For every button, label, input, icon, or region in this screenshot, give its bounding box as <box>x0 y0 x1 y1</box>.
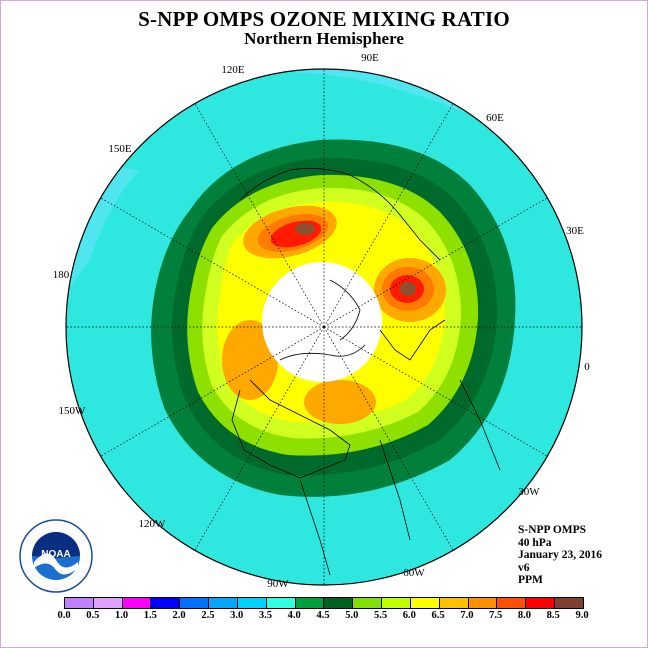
lon-label-120e: 120E <box>221 64 245 76</box>
colorbar-tick-label: 9.0 <box>575 610 589 621</box>
colorbar-tick-label: 3.0 <box>230 610 244 621</box>
coastlines <box>231 167 501 576</box>
maximum-atlantic <box>304 380 376 424</box>
info-units: PPM <box>518 574 543 586</box>
colorbar-segment <box>122 598 152 608</box>
map-subtitle: Northern Hemisphere <box>244 29 404 48</box>
info-block: S-NPP OMPS 40 hPa January 23, 2016 v6 PP… <box>518 524 602 587</box>
lon-label-30w: 30W <box>518 486 540 498</box>
colorbar-tick-label: 5.0 <box>345 610 359 621</box>
colorbar-segment <box>410 598 440 608</box>
logo-text: NOAA <box>41 549 70 560</box>
info-version: v6 <box>518 561 530 574</box>
map-title: S-NPP OMPS OZONE MIXING RATIO <box>138 7 510 31</box>
colorbar-tick-label: 6.5 <box>431 610 445 621</box>
colorbar-segment <box>497 598 527 608</box>
colorbar-tick-label: 6.0 <box>402 610 416 621</box>
colorbar-tick-label: 3.5 <box>258 610 272 621</box>
colorbar-tick-label: 7.0 <box>460 610 474 621</box>
colorbar-tick-label: 7.5 <box>489 610 503 621</box>
lon-label-120w: 120W <box>139 518 167 530</box>
colorbar-tick-label: 1.0 <box>114 610 129 621</box>
noaa-logo: NOAA <box>19 519 93 593</box>
colorbar-tick-label: 5.5 <box>373 610 388 621</box>
colorbar-segment <box>209 598 238 608</box>
colorbar-tick-label: 0.0 <box>57 610 71 621</box>
colorbar-tick-label: 2.0 <box>172 610 186 621</box>
colorbar-segment <box>468 598 498 608</box>
lon-label-90w: 90W <box>267 578 289 590</box>
colorbar-tick-label: 4.5 <box>316 610 330 621</box>
colorbar-segment <box>526 598 556 608</box>
colorbar-tick-label: 0.5 <box>86 610 100 621</box>
colorbar-segment <box>382 598 411 608</box>
lon-label-0: 0 <box>584 361 590 373</box>
colorbar-tick-label: 4.0 <box>287 610 301 621</box>
colorbar-segment <box>180 598 210 608</box>
colorbar-segment <box>295 598 325 608</box>
colorbar-tick-label: 8.0 <box>517 610 531 621</box>
lon-label-30e: 30E <box>566 225 584 237</box>
polar-night-hole <box>262 262 382 382</box>
lon-label-150e: 150E <box>108 143 132 155</box>
hemisphere-outline <box>65 68 583 586</box>
lon-label-60w: 60W <box>403 567 425 579</box>
colorbar-segment <box>324 598 354 608</box>
maximum-asia-peak <box>295 223 315 235</box>
lon-label-90e: 90E <box>361 52 379 64</box>
colorbar-tick-label: 1.5 <box>143 610 157 621</box>
maximum-europe-peak <box>400 282 416 296</box>
info-date: January 23, 2016 <box>518 549 603 561</box>
colorbar-segment <box>439 598 469 608</box>
colorbar-ticks: 0.0 0.5 1.0 1.5 2.0 2.5 3.0 3.5 4.0 4.5 5.0 5.5 6.0 6… <box>0 610 648 624</box>
colorbar-segment <box>65 598 94 608</box>
ozone-field <box>66 69 582 585</box>
colorbar-segment <box>93 598 123 608</box>
colorbar-segment <box>555 598 583 608</box>
colorbar <box>64 597 584 609</box>
colorbar-tick-label: 2.5 <box>201 610 215 621</box>
lon-label-180: 180 <box>53 269 70 281</box>
colorbar-segment <box>353 598 383 608</box>
colorbar-segment <box>266 598 296 608</box>
maximum-pacific <box>222 320 278 400</box>
lon-label-60e: 60E <box>486 112 504 124</box>
colorbar-tick-label: 8.5 <box>546 610 560 621</box>
colorbar-segment <box>237 598 267 608</box>
info-level: 40 hPa <box>518 536 552 549</box>
lon-label-150w: 150W <box>59 405 87 417</box>
colorbar-segment <box>151 598 181 608</box>
info-instrument: S-NPP OMPS <box>518 524 587 536</box>
